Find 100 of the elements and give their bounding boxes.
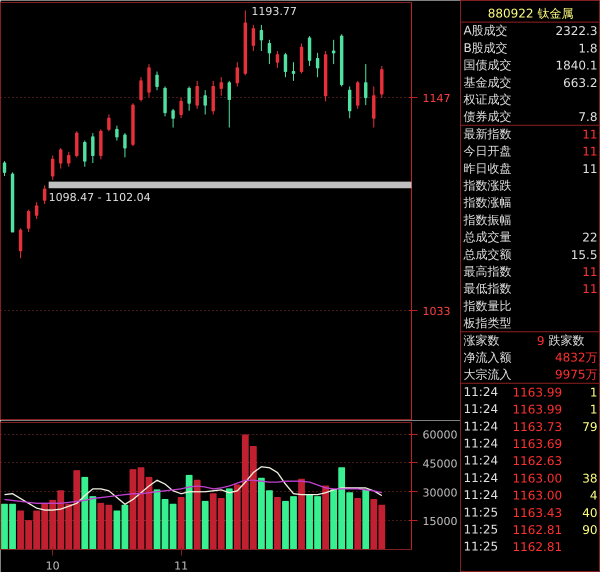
bar (274, 497, 281, 550)
y-tick-label: 1033 (422, 304, 450, 318)
y-tick-label: 15000 (422, 515, 458, 528)
text: 最高指数 (464, 264, 512, 278)
annotation: 1193.77 (251, 4, 297, 18)
bar (354, 498, 362, 550)
text: 债券成交 (464, 110, 512, 124)
text: 1162.81 (512, 540, 562, 554)
text: 1840.1 (556, 58, 598, 73)
text: 40 (582, 506, 598, 520)
text: 指数涨跌 (462, 178, 512, 192)
line-series (4, 466, 382, 511)
candlestick (187, 86, 191, 112)
text: 最低指数 (464, 282, 512, 296)
bar (322, 486, 329, 550)
bar (298, 478, 305, 550)
text: 最新指数 (464, 126, 512, 141)
candlestick (18, 228, 22, 259)
text: 基金成交 (464, 75, 512, 90)
text: 38 (582, 471, 598, 486)
candlestick (292, 62, 296, 82)
text: 1163.43 (512, 506, 562, 520)
candlestick (34, 202, 38, 220)
candlestick (75, 130, 78, 158)
text: 11 (582, 162, 598, 176)
candlestick (372, 86, 376, 128)
text: 今日开盘 (464, 144, 512, 158)
text: 11:24 (464, 454, 498, 468)
text: 4832万 (554, 350, 598, 364)
bar (202, 500, 209, 550)
text: 1163.73 (512, 420, 562, 434)
text: 880922 钛金属 (488, 6, 574, 20)
y-tick-label: 30000 (422, 486, 458, 500)
text: 1162.81 (512, 523, 562, 537)
candlestick (203, 90, 207, 115)
text: 11:24 (464, 402, 498, 416)
text: 1163.99 (512, 402, 562, 417)
candlestick (308, 36, 312, 66)
text: 4 (590, 488, 598, 503)
candlestick (67, 151, 70, 168)
text: 涨家数 (464, 333, 500, 348)
candlestick (42, 184, 46, 205)
text: 11:24 (464, 436, 498, 450)
text: 总成交额 (462, 247, 512, 262)
text: 净流入额 (464, 350, 512, 364)
text: 11 (582, 282, 598, 296)
text: 指数量比 (462, 298, 512, 313)
text: A股成交 (464, 24, 508, 38)
candlestick (50, 155, 54, 180)
text: 1163.00 (512, 488, 562, 503)
text: 11:24 (464, 384, 498, 399)
text: 昨日收盘 (464, 161, 512, 176)
bar (226, 488, 233, 550)
text: 11:24 (464, 470, 498, 485)
candlestick (195, 80, 199, 110)
text: 9975万 (554, 368, 598, 382)
text: 15.5 (570, 248, 598, 262)
text: 7.8 (578, 110, 598, 124)
text: 11:25 (464, 522, 498, 536)
bar (194, 480, 201, 550)
candlestick (91, 132, 95, 164)
candlestick (236, 62, 240, 87)
candlestick (332, 39, 336, 65)
y-tick-label: 60000 (422, 428, 458, 442)
text: 9 (536, 334, 545, 348)
bar (362, 489, 370, 550)
text: 11:25 (464, 505, 498, 520)
text: 国债成交 (464, 58, 512, 72)
text: 90 (582, 523, 598, 537)
text: 11 (582, 265, 598, 279)
text: 权证成交 (462, 92, 512, 106)
text: 1.8 (578, 41, 598, 56)
candlestick (115, 125, 119, 142)
candlestick (123, 132, 127, 158)
text: 指数振幅 (462, 212, 512, 227)
candlestick (228, 80, 231, 128)
candlestick (252, 24, 256, 52)
text: 1163.00 (512, 471, 562, 486)
bar (178, 497, 185, 550)
band-label: 1098.47 - 1102.04 (48, 191, 151, 204)
text: 79 (582, 420, 598, 434)
text: 板指类型 (462, 316, 512, 330)
candlestick (276, 50, 280, 68)
candlestick (316, 52, 320, 78)
text: 总成交量 (462, 230, 512, 244)
text: 22 (582, 230, 598, 245)
text: 1163.69 (512, 437, 562, 451)
text: 11:24 (464, 488, 498, 502)
candlestick (260, 24, 264, 52)
bar (186, 474, 193, 550)
text: 跌家数 (548, 333, 584, 348)
text: 1162.63 (512, 454, 562, 468)
text: 1 (590, 385, 598, 400)
text: 1163.99 (512, 385, 562, 400)
y-tick-label: 1147 (422, 92, 450, 106)
candlestick (348, 86, 352, 119)
x-tick-label: 10 (46, 560, 60, 572)
candlestick (268, 39, 272, 65)
text: 11 (582, 127, 598, 142)
candlestick (107, 114, 111, 132)
